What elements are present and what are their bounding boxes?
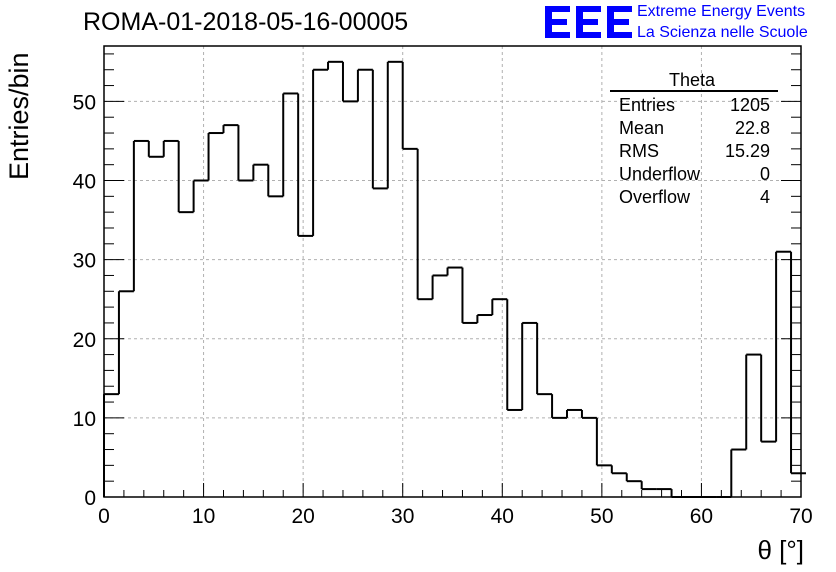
x-tick-label: 60	[690, 505, 713, 528]
stats-label: RMS	[619, 141, 659, 161]
x-tick-label: 40	[491, 505, 514, 528]
x-tick-label: 0	[98, 505, 110, 528]
eee-logo	[545, 6, 632, 38]
x-tick-label: 10	[192, 505, 215, 528]
stats-label: Underflow	[619, 164, 701, 184]
x-tick-label: 20	[291, 505, 314, 528]
stats-row-underflow: Underflow 0	[606, 163, 778, 186]
stats-row-entries: Entries 1205	[606, 94, 778, 117]
stats-row-mean: Mean 22.8	[606, 117, 778, 140]
x-axis-label: θ [°]	[757, 535, 804, 565]
y-tick-label: 0	[84, 487, 96, 510]
stats-title: Theta	[668, 70, 716, 90]
axis-ticks	[103, 53, 802, 498]
stats-value: 22.8	[734, 118, 770, 138]
organization-line-1: Extreme Energy Events	[637, 3, 806, 20]
stats-divider	[610, 90, 778, 92]
stats-value: 15.29	[724, 141, 770, 161]
grid-lines	[104, 46, 801, 497]
page-title: ROMA-01-2018-05-16-00005	[83, 8, 409, 36]
x-tick-label: 70	[789, 505, 812, 528]
y-tick-label: 50	[73, 91, 96, 114]
x-tick-label: 30	[391, 505, 414, 528]
y-tick-label: 40	[73, 171, 96, 194]
y-tick-label: 20	[73, 329, 96, 352]
y-tick-label: 30	[73, 250, 96, 273]
stats-label: Overflow	[619, 187, 691, 207]
stats-label: Entries	[619, 95, 676, 115]
stats-box: Theta Entries 1205 Mean 22.8 RMS 15.29 U…	[606, 71, 778, 209]
stats-row-overflow: Overflow 4	[606, 186, 778, 209]
organization-line-2: La Scienza nelle Scuole	[637, 24, 808, 41]
stats-row-rms: RMS 15.29	[606, 140, 778, 163]
organization-name: Extreme Energy Events La Scienza nelle S…	[637, 1, 808, 43]
eee-logo-letters	[545, 6, 632, 38]
x-tick-label: 50	[590, 505, 613, 528]
stats-label: Mean	[619, 118, 665, 138]
stats-value: 0	[759, 164, 770, 184]
y-tick-label: 10	[73, 408, 96, 431]
plot-frame	[103, 45, 802, 498]
stats-value: 1205	[729, 95, 770, 115]
stats-value: 4	[759, 187, 770, 207]
